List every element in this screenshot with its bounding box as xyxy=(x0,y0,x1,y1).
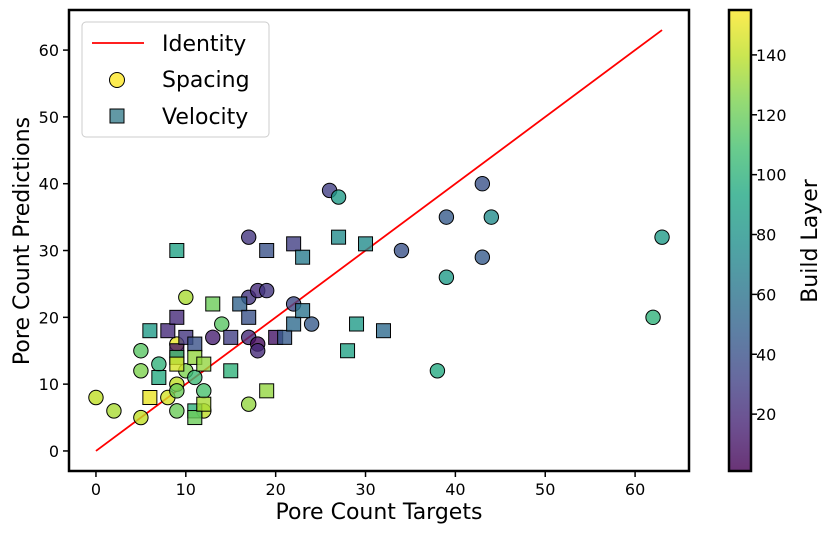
x-tick-label: 20 xyxy=(265,480,285,499)
spacing-point xyxy=(205,329,221,346)
spacing-point xyxy=(483,209,500,225)
velocity-point xyxy=(160,323,176,339)
spacing-point xyxy=(241,229,257,245)
x-tick-label: 40 xyxy=(445,480,465,499)
x-tick-label: 60 xyxy=(625,480,645,499)
velocity-point xyxy=(241,309,257,325)
colorbar-frame xyxy=(727,8,753,473)
velocity-point xyxy=(286,236,302,252)
spacing-point xyxy=(133,343,149,359)
series-velocity xyxy=(142,229,391,426)
spacing-point xyxy=(330,189,347,205)
spacing-point xyxy=(88,389,104,406)
legend-label-spacing: Spacing xyxy=(162,68,250,93)
spacing-point xyxy=(645,309,661,326)
velocity-point xyxy=(169,309,185,325)
spacing-point xyxy=(169,403,185,419)
x-axis-label: Pore Count Targets xyxy=(276,500,483,525)
velocity-point xyxy=(259,383,275,399)
velocity-point xyxy=(331,229,347,245)
y-tick-label: 10 xyxy=(39,375,59,394)
velocity-point xyxy=(142,390,158,406)
spacing-point xyxy=(249,343,266,359)
spacing-point xyxy=(169,383,185,399)
y-tick-label: 40 xyxy=(39,175,59,194)
spacing-point xyxy=(438,269,455,285)
spacing-point xyxy=(241,396,257,412)
spacing-point xyxy=(438,209,455,225)
velocity-point xyxy=(375,323,391,339)
spacing-point xyxy=(429,363,446,379)
legend-velocity-marker xyxy=(109,108,125,124)
spacing-point xyxy=(474,249,491,265)
velocity-point xyxy=(295,249,311,265)
spacing-point xyxy=(196,383,212,399)
velocity-point xyxy=(169,356,185,372)
plot-marks xyxy=(88,29,670,452)
velocity-point xyxy=(142,323,158,339)
velocity-point xyxy=(286,316,302,332)
colorbar: 20 40 60 80 100 120 140 Build Layer xyxy=(727,8,823,473)
velocity-point xyxy=(358,236,374,252)
legend: Identity Spacing Velocity xyxy=(81,21,270,138)
velocity-point xyxy=(340,343,356,359)
colorbar-tick-label: 120 xyxy=(756,106,787,125)
velocity-point xyxy=(205,296,221,312)
velocity-point xyxy=(295,303,311,319)
velocity-point xyxy=(196,396,212,412)
velocity-point xyxy=(187,336,203,352)
velocity-point xyxy=(196,356,212,372)
colorbar-tick-label: 80 xyxy=(756,226,776,245)
velocity-point xyxy=(187,410,203,426)
spacing-point xyxy=(187,369,203,386)
velocity-point xyxy=(151,369,167,385)
colorbar-gradient xyxy=(729,10,751,471)
colorbar-tick-label: 140 xyxy=(756,46,787,65)
colorbar-tick-label: 40 xyxy=(756,345,776,364)
plot-frame xyxy=(67,8,691,473)
velocity-point xyxy=(223,329,239,345)
spacing-point xyxy=(178,289,194,305)
spacing-point xyxy=(133,363,149,379)
y-tick-label: 20 xyxy=(39,308,59,327)
x-tick-label: 10 xyxy=(176,480,196,499)
colorbar-ticks: 20 40 60 80 100 120 140 xyxy=(751,46,787,424)
colorbar-label: Build Layer xyxy=(798,178,823,303)
spacing-point xyxy=(393,242,410,259)
spacing-point xyxy=(133,409,149,426)
spacing-point xyxy=(214,316,230,332)
spacing-point xyxy=(151,356,167,372)
x-tick-label: 0 xyxy=(91,480,101,499)
velocity-point xyxy=(259,243,275,259)
y-tick-label: 0 xyxy=(49,442,59,461)
legend-box xyxy=(81,21,270,138)
y-tick-label: 60 xyxy=(39,41,59,60)
velocity-point xyxy=(232,296,248,312)
spacing-point xyxy=(303,316,320,332)
colorbar-tick-label: 60 xyxy=(756,285,776,304)
spacing-point xyxy=(654,229,670,245)
colorbar-tick-label: 20 xyxy=(756,405,776,424)
velocity-point xyxy=(277,329,293,345)
y-axis-ticks: 0 10 20 30 40 50 60 xyxy=(39,41,69,461)
legend-label-identity: Identity xyxy=(162,32,246,57)
legend-spacing-marker xyxy=(109,72,125,88)
spacing-point xyxy=(474,176,491,192)
spacing-point xyxy=(106,403,122,419)
velocity-point xyxy=(169,243,185,259)
x-tick-label: 30 xyxy=(355,480,375,499)
velocity-point xyxy=(349,316,365,332)
x-tick-label: 50 xyxy=(535,480,555,499)
y-tick-label: 50 xyxy=(39,108,59,127)
velocity-point xyxy=(223,363,239,379)
legend-label-velocity: Velocity xyxy=(162,105,248,130)
y-axis-label: Pore Count Predictions xyxy=(10,117,35,365)
colorbar-tick-label: 100 xyxy=(756,166,787,185)
y-tick-label: 30 xyxy=(39,242,59,261)
spacing-point xyxy=(258,282,275,299)
x-axis-ticks: 0 10 20 30 40 50 60 xyxy=(91,471,645,499)
